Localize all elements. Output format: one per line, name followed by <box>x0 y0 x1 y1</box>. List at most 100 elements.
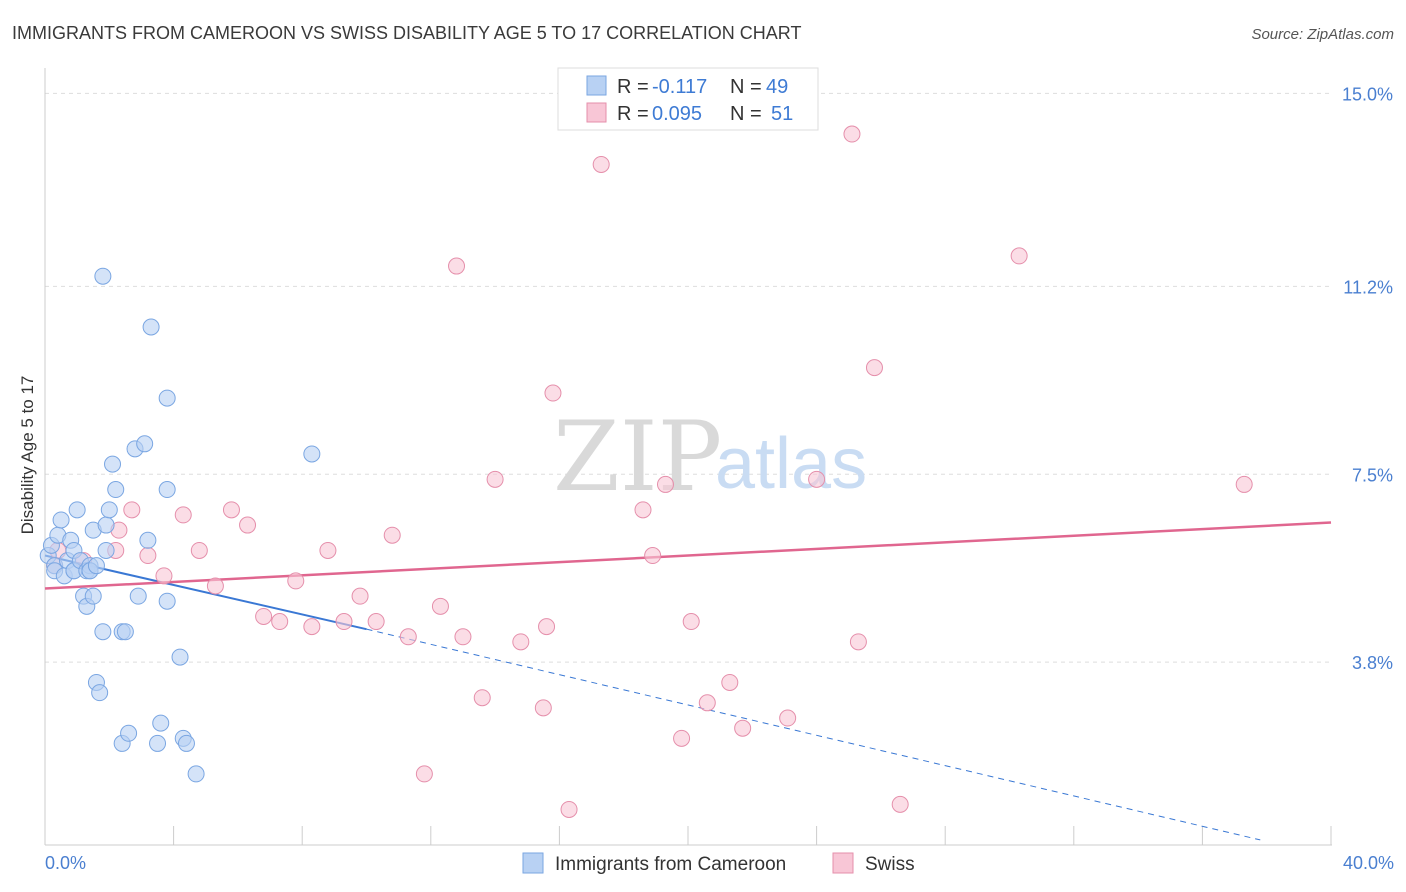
point-swiss <box>843 125 861 143</box>
legend-r-value-swiss: 0.095 <box>652 103 702 125</box>
point-swiss <box>319 541 337 559</box>
point-cameroon <box>152 714 170 732</box>
point-cameroon <box>100 501 118 519</box>
point-cameroon <box>84 587 102 605</box>
trend-lines <box>44 521 1332 841</box>
point-cameroon <box>158 592 176 610</box>
point-cameroon <box>187 765 205 783</box>
point-cameroon <box>303 445 321 463</box>
point-swiss <box>206 577 224 595</box>
point-swiss <box>512 633 530 651</box>
point-cameroon <box>177 734 195 752</box>
point-cameroon <box>129 587 147 605</box>
point-cameroon <box>87 557 105 575</box>
point-swiss <box>779 709 797 727</box>
legend-r-value-cameroon: -0.117 <box>652 76 707 98</box>
legend-swatch-swiss <box>586 102 607 123</box>
point-swiss <box>139 547 157 565</box>
watermark-zip: ZIP <box>553 401 722 513</box>
legend-r-label-cameroon: R = <box>617 76 649 98</box>
point-swiss <box>454 628 472 646</box>
point-swiss <box>734 719 752 737</box>
point-cameroon <box>136 435 154 453</box>
y-axis-label: Disability Age 5 to 17 <box>18 376 37 535</box>
point-cameroon <box>139 531 157 549</box>
point-cameroon <box>97 541 115 559</box>
point-swiss <box>473 689 491 707</box>
data-points <box>39 125 1253 818</box>
point-swiss <box>415 765 433 783</box>
point-cameroon <box>142 318 160 336</box>
legend-n-label-swiss: N = <box>730 103 762 125</box>
point-swiss <box>222 501 240 519</box>
legend-n-value-cameroon: 49 <box>766 76 788 98</box>
point-swiss <box>544 384 562 402</box>
point-swiss <box>123 501 141 519</box>
point-cameroon <box>120 724 138 742</box>
point-swiss <box>891 795 909 813</box>
point-cameroon <box>52 511 70 529</box>
point-swiss <box>592 155 610 173</box>
y-tick-label: 15.0% <box>1342 84 1393 104</box>
point-cameroon <box>94 267 112 285</box>
point-swiss <box>656 475 674 493</box>
chart-title: IMMIGRANTS FROM CAMEROON VS SWISS DISABI… <box>12 23 801 43</box>
point-cameroon <box>116 623 134 641</box>
point-swiss <box>560 800 578 818</box>
point-cameroon <box>149 734 167 752</box>
y-tick-label: 11.2% <box>1343 277 1393 297</box>
point-cameroon <box>68 501 86 519</box>
gridlines <box>45 92 1331 663</box>
point-cameroon <box>158 481 176 499</box>
point-swiss <box>634 501 652 519</box>
point-swiss <box>538 618 556 636</box>
point-swiss <box>155 567 173 585</box>
point-cameroon <box>97 516 115 534</box>
point-swiss <box>682 613 700 631</box>
point-swiss <box>644 547 662 565</box>
point-swiss <box>174 506 192 524</box>
point-swiss <box>239 516 257 534</box>
series-legend-swatch-cameroon <box>522 852 544 874</box>
point-swiss <box>1235 475 1253 493</box>
legend-n-value-swiss: 51 <box>771 103 793 125</box>
legend-swatch-cameroon <box>586 75 607 96</box>
point-cameroon <box>158 389 176 407</box>
point-swiss <box>534 699 552 717</box>
y-tick-label: 7.5% <box>1352 465 1393 485</box>
point-swiss <box>303 618 321 636</box>
point-swiss <box>698 694 716 712</box>
point-swiss <box>721 673 739 691</box>
watermark: ZIP atlas <box>553 401 867 513</box>
point-swiss <box>383 526 401 544</box>
y-tick-label: 3.8% <box>1352 653 1393 673</box>
point-swiss <box>190 541 208 559</box>
point-swiss <box>335 613 353 631</box>
y-tick-labels: 3.8% 7.5% 11.2% 15.0% <box>1342 84 1393 673</box>
trend-line-cameroon-dashed <box>366 628 1261 841</box>
x-tick-label-max: 40.0% <box>1343 853 1394 873</box>
legend-n-label-cameroon: N = <box>730 76 762 98</box>
point-swiss <box>431 597 449 615</box>
point-swiss <box>486 470 504 488</box>
legend-r-label-swiss: R = <box>617 103 649 125</box>
point-swiss <box>399 628 417 646</box>
watermark-atlas: atlas <box>715 424 867 504</box>
point-swiss <box>351 587 369 605</box>
point-cameroon <box>104 455 122 473</box>
point-swiss <box>865 359 883 377</box>
point-swiss <box>673 729 691 747</box>
point-cameroon <box>107 481 125 499</box>
point-cameroon <box>171 648 189 666</box>
point-swiss <box>287 572 305 590</box>
x-tick-label-min: 0.0% <box>45 853 86 873</box>
point-swiss <box>255 607 273 625</box>
source-label: Source: ZipAtlas.com <box>1251 26 1394 43</box>
point-swiss <box>448 257 466 275</box>
x-tick-marks <box>173 826 1332 845</box>
series-legend-swatch-swiss <box>832 852 854 874</box>
point-swiss <box>808 470 826 488</box>
trend-line-swiss <box>44 521 1332 590</box>
point-swiss <box>367 613 385 631</box>
